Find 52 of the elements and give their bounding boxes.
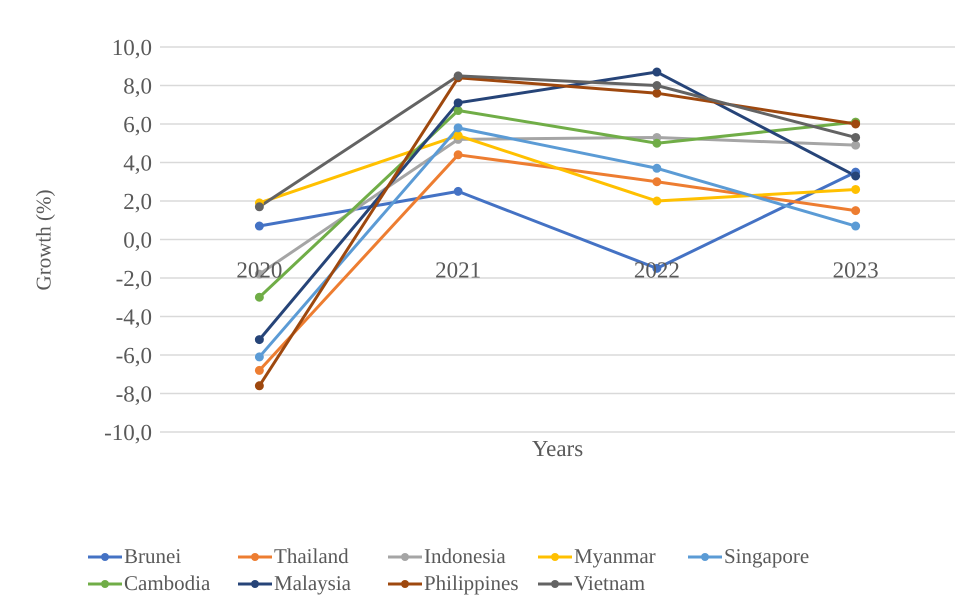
legend-label: Singapore (724, 544, 810, 569)
point (652, 88, 662, 98)
point (254, 352, 264, 362)
point (254, 222, 264, 231)
y-tick-label: 10,0 (112, 35, 152, 60)
point (454, 98, 463, 108)
point (454, 131, 463, 140)
legend-label: Brunei (124, 544, 182, 569)
legend-label: Philippines (424, 571, 519, 596)
legend-label: Myanmar (574, 544, 656, 569)
x-tick-label: 2022 (634, 258, 680, 282)
point (652, 81, 662, 90)
x-tick-label: 2020 (236, 258, 282, 282)
point (851, 140, 860, 150)
x-axis-title: Years (532, 436, 584, 462)
point (851, 171, 860, 180)
y-tick-label: 8,0 (123, 74, 152, 99)
point (254, 335, 264, 344)
legend-label: Vietnam (574, 571, 646, 596)
point (652, 138, 662, 148)
x-tick-label: 2021 (435, 258, 482, 282)
legend-label: Indonesia (424, 544, 506, 569)
point (851, 132, 860, 142)
point (254, 202, 264, 212)
y-tick-label: -8,0 (116, 382, 152, 407)
y-tick-label: -6,0 (116, 343, 152, 368)
point (254, 366, 264, 375)
point (851, 184, 860, 194)
y-tick-label: -2,0 (116, 266, 152, 292)
point (851, 222, 860, 231)
point (454, 186, 463, 196)
point (652, 177, 662, 186)
x-tick-label: 2023 (832, 258, 879, 282)
y-tick-label: -4,0 (116, 304, 152, 330)
point (454, 123, 463, 132)
y-tick-label: -10,0 (104, 420, 152, 446)
legend-label: Malaysia (274, 571, 351, 596)
y-tick-label: 0,0 (123, 228, 152, 253)
point (454, 106, 463, 116)
y-tick-label: 6,0 (123, 112, 152, 138)
point (254, 292, 264, 302)
y-tick-label: 2,0 (123, 189, 152, 214)
y-axis-title: Growth (%) (32, 189, 56, 290)
legend-label: Thailand (274, 544, 349, 569)
point (851, 206, 860, 216)
legend-label: Cambodia (124, 571, 210, 596)
y-tick-label: 4,0 (123, 150, 152, 176)
point (652, 68, 662, 77)
point (254, 381, 264, 390)
point (652, 164, 662, 173)
point (652, 196, 662, 206)
point (454, 150, 463, 160)
